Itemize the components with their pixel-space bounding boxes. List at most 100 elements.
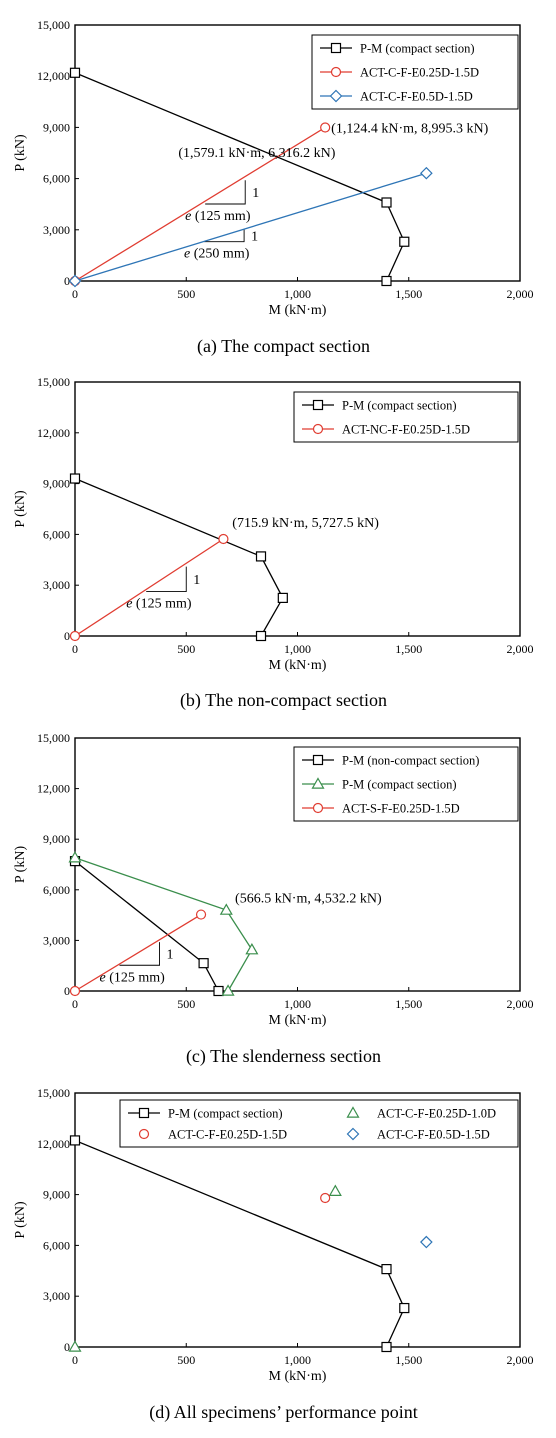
legend-marker [330,42,342,54]
legend-entry: P-M (compact section) [302,399,457,413]
x-tick-label: 1,000 [284,1353,311,1367]
x-tick-label: 500 [177,997,195,1011]
legend-label: ACT-C-F-E0.5D-1.5D [377,1128,490,1142]
x-tick-label: 500 [177,1353,195,1367]
x-axis-label: M (kN·m) [269,658,327,673]
slope-rise-label: 1 [251,230,258,245]
data-point [69,473,81,484]
y-tick-label: 15,000 [37,1086,70,1100]
slope-run-label: e (125 mm) [185,209,251,224]
data-point [277,592,288,604]
data-point [320,122,331,133]
slope-run-label: e (250 mm) [184,247,250,262]
legend-label: ACT-C-F-E0.25D-1.5D [360,66,479,80]
data-point [69,1135,81,1146]
y-tick-label: 15,000 [37,18,70,32]
data-point [68,851,82,863]
data-point [381,1264,392,1275]
series-line [74,857,253,992]
x-tick-label: 0 [72,287,78,301]
slope-run-symbol: e [185,209,191,224]
legend-entry: ACT-C-F-E0.5D-1.5D [346,1127,490,1142]
legend-marker [312,754,324,766]
chart-panel-3: 0 500 1,000 1,500 2,000 0 3,000 6,000 9,000 12,00… [13,1086,534,1423]
y-tick-label: 0 [64,274,70,288]
data-point [420,1235,433,1249]
slope-triangle [204,229,245,243]
series-line [74,1139,406,1348]
slope-run-label: e (125 mm) [100,970,166,985]
legend-label: P-M (compact section) [342,778,457,792]
chart-panel-2: 0 500 1,000 1,500 2,000 0 3,000 6,000 9,000 12,00… [13,731,534,1067]
y-tick-label: 15,000 [37,731,70,745]
series-line [74,538,224,637]
data-point [381,1341,392,1353]
slope-run-symbol: e [126,597,132,612]
data-point [328,1184,342,1196]
point-annotation: (715.9 kN·m, 5,727.5 kN) [232,516,379,531]
series-2 [69,909,207,997]
legend-entry: P-M (compact section) [320,42,475,56]
x-tick-label: 2,000 [507,642,534,656]
legend-entry: ACT-NC-F-E0.25D-1.5D [302,423,470,437]
x-tick-label: 2,000 [507,1353,534,1367]
legend-label: ACT-C-F-E0.5D-1.5D [360,90,473,104]
legend-label: ACT-C-F-E0.25D-1.0D [377,1107,496,1121]
data-point [69,985,81,997]
data-point [68,274,82,288]
slope-run-value: (125 mm) [191,209,250,224]
chart-caption: (d) All specimens’ performance point [149,1402,418,1423]
slope-indicator: 1e (125 mm) [126,566,200,612]
y-tick-label: 12,000 [37,782,70,796]
series-0 [69,473,288,642]
x-tick-label: 2,000 [507,997,534,1011]
data-point [381,275,392,287]
point-annotation: (1,579.1 kN·m, 6,316.2 kN) [178,146,335,161]
legend: P-M (compact section) ACT-C-F-E0.25D-1.5D… [311,34,519,110]
point-annotation: (1,124.4 kN·m, 8,995.3 kN) [331,121,488,136]
series-2 [68,166,433,288]
x-axis-label: M (kN·m) [269,1369,327,1384]
y-tick-label: 9,000 [43,477,70,491]
y-tick-label: 6,000 [43,172,70,186]
slope-run-symbol: e [184,247,190,262]
legend: P-M (compact section) ACT-NC-F-E0.25D-1.5… [293,391,519,443]
legend-entry: ACT-C-F-E0.5D-1.5D [320,90,473,104]
data-point [245,942,259,955]
legend: P-M (non-compact section) P-M (compact se… [293,746,519,822]
x-tick-label: 1,500 [395,1353,422,1367]
slope-triangle [146,566,187,593]
legend-marker [346,1127,360,1141]
series-line [74,172,427,282]
legend-label: P-M (compact section) [168,1107,283,1121]
y-tick-label: 12,000 [37,426,70,440]
series-line [74,914,202,992]
x-tick-label: 2,000 [507,287,534,301]
series-1 [69,533,229,642]
legend: P-M (compact section) ACT-C-F-E0.25D-1.0D… [119,1099,519,1148]
y-axis-label: P (kN) [13,846,28,884]
legend-entry: P-M (compact section) [128,1107,283,1121]
slope-indicator: 1e (250 mm) [184,229,258,262]
data-point [320,1192,331,1204]
y-tick-label: 9,000 [43,832,70,846]
x-tick-label: 1,000 [284,642,311,656]
y-tick-label: 6,000 [43,883,70,897]
y-tick-label: 6,000 [43,1238,70,1252]
y-tick-label: 0 [64,984,70,998]
y-tick-label: 3,000 [43,223,70,237]
slope-indicator: 1e (125 mm) [185,180,259,224]
series-2 [320,1192,331,1204]
data-point [198,958,209,969]
chart-panel-0: 0 500 1,000 1,500 2,000 0 3,000 6,000 9,000 12,00… [13,18,534,357]
legend-marker [330,66,342,78]
x-tick-label: 0 [72,642,78,656]
slope-triangle [119,942,161,966]
slope-rise-label: 1 [167,948,174,963]
legend-marker [138,1107,150,1119]
series-1 [68,851,259,996]
legend-marker [312,423,324,435]
y-axis-label: P (kN) [13,134,28,172]
slope-triangle [205,180,246,205]
